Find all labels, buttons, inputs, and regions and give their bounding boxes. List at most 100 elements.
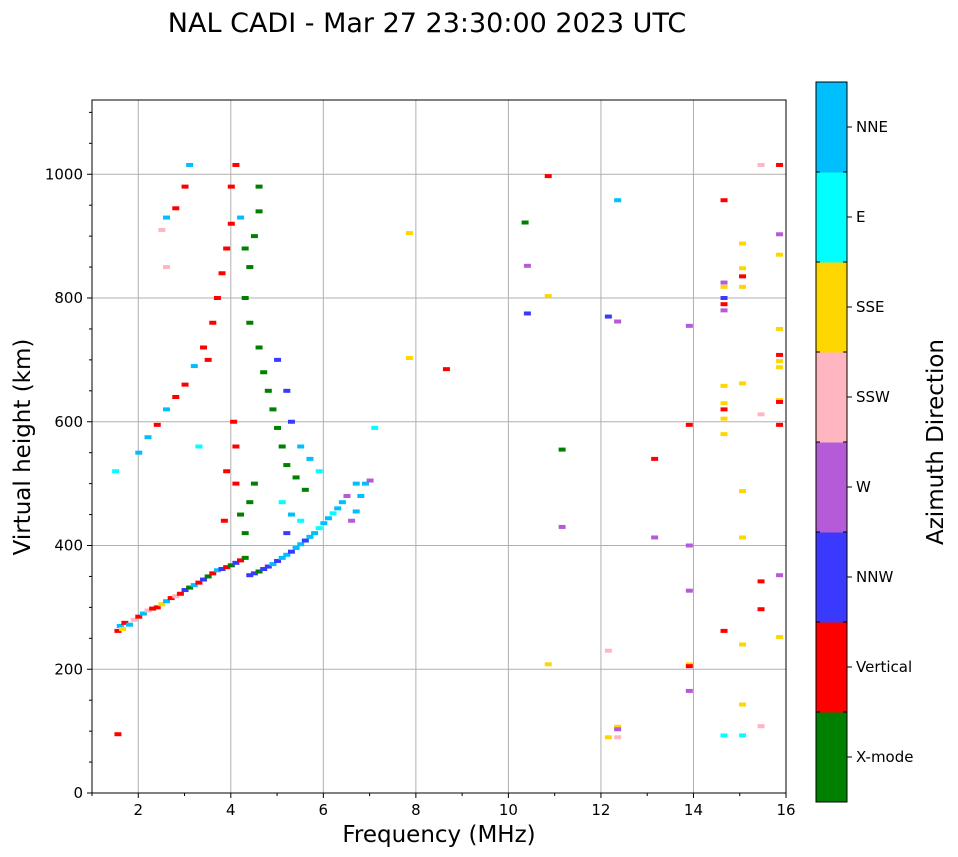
data-point (757, 412, 765, 417)
data-point (246, 500, 254, 505)
data-point (757, 607, 765, 612)
data-point (260, 567, 268, 572)
data-point (685, 323, 693, 328)
data-point (278, 555, 286, 560)
x-tick-label: 10 (499, 801, 518, 819)
data-point (172, 206, 180, 211)
data-point (246, 265, 254, 270)
data-point (144, 435, 152, 440)
y-tick-label: 1000 (45, 165, 83, 183)
data-point (241, 246, 249, 251)
data-point (126, 622, 134, 627)
data-point (306, 456, 314, 461)
data-point (324, 516, 332, 521)
data-point (237, 512, 245, 517)
data-point (739, 266, 747, 271)
data-point (149, 606, 157, 611)
data-point (163, 407, 171, 412)
data-point (172, 395, 180, 399)
data-point (264, 388, 272, 393)
data-point (739, 274, 747, 279)
data-point (720, 308, 728, 313)
data-point (523, 263, 531, 268)
colorbar-segment (816, 352, 847, 443)
data-point (720, 198, 728, 203)
data-point (311, 531, 319, 536)
data-point (720, 432, 728, 437)
data-point (278, 444, 286, 449)
data-point (604, 735, 612, 740)
data-point (739, 535, 747, 540)
colorbar-tick-label: NNE (856, 118, 888, 136)
x-tick-label: 14 (684, 801, 703, 819)
data-point (739, 489, 747, 494)
data-point (264, 564, 272, 569)
y-tick-label: 800 (54, 289, 83, 307)
data-point (685, 588, 693, 593)
data-point (220, 518, 228, 523)
data-point (720, 401, 728, 406)
data-point (604, 648, 612, 653)
data-point (232, 481, 240, 486)
data-point (352, 481, 360, 486)
data-points (112, 162, 784, 740)
data-point (195, 580, 203, 585)
data-point (241, 296, 249, 300)
data-point (209, 320, 217, 325)
data-point (521, 220, 529, 225)
data-point (163, 265, 171, 270)
colorbar-tick-label: W (856, 478, 871, 496)
data-point (776, 326, 784, 331)
data-point (292, 545, 300, 550)
data-point (213, 296, 221, 300)
data-point (739, 284, 747, 289)
data-point (230, 419, 238, 424)
data-point (209, 571, 217, 576)
data-point (250, 571, 258, 576)
data-point (241, 555, 249, 560)
data-point (614, 319, 622, 324)
data-point (558, 447, 566, 452)
data-point (278, 500, 286, 505)
data-point (685, 688, 693, 693)
data-point (544, 174, 552, 179)
data-point (338, 500, 346, 505)
data-point (167, 596, 175, 601)
data-point (405, 356, 413, 361)
data-point (269, 562, 277, 567)
data-point (301, 538, 309, 543)
y-tick-label: 600 (54, 413, 83, 431)
x-tick-label: 8 (411, 801, 421, 819)
data-point (776, 422, 784, 427)
data-point (739, 733, 747, 738)
data-point (776, 162, 784, 167)
data-point (237, 558, 245, 563)
data-point (405, 231, 413, 236)
data-point (190, 364, 198, 369)
y-axis-label: Virtual height (km) (10, 339, 36, 556)
data-point (720, 407, 728, 412)
data-point (153, 605, 161, 610)
data-point (135, 450, 143, 455)
colorbar-tick-label: SSE (856, 298, 885, 316)
y-axis-ticks: 0 200 400 600 800 1000 (45, 111, 92, 802)
data-point (153, 422, 161, 427)
data-point (776, 232, 784, 237)
data-point (776, 359, 784, 364)
data-point (776, 352, 784, 357)
data-point (119, 627, 127, 632)
data-point (329, 511, 337, 516)
data-point (614, 724, 622, 729)
data-point (544, 294, 552, 299)
data-point (685, 422, 693, 427)
data-point (139, 611, 147, 616)
data-point (651, 456, 659, 461)
data-point (523, 311, 531, 316)
data-point (320, 521, 328, 526)
data-point (604, 314, 612, 319)
data-point (720, 628, 728, 633)
data-point (283, 388, 291, 393)
data-point (200, 345, 208, 350)
colorbar-segment (816, 532, 847, 623)
data-point (442, 367, 450, 372)
